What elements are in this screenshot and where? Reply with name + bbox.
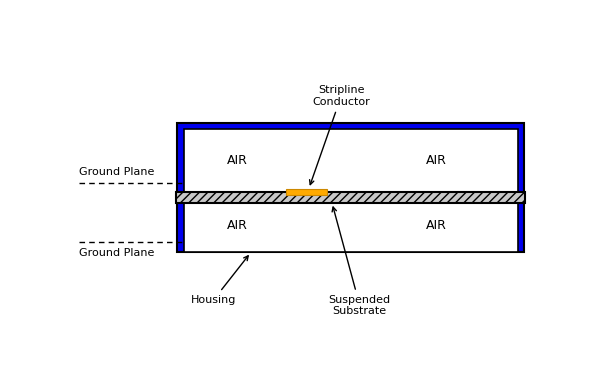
Text: Ground Plane: Ground Plane bbox=[80, 248, 155, 258]
Text: AIR: AIR bbox=[227, 219, 248, 232]
Text: AIR: AIR bbox=[426, 219, 447, 232]
Text: Ground Plane: Ground Plane bbox=[80, 167, 155, 177]
Text: AIR: AIR bbox=[227, 154, 248, 167]
Bar bbox=[286, 189, 327, 195]
Text: AIR: AIR bbox=[426, 154, 447, 167]
Bar bbox=[184, 129, 518, 192]
Text: Housing: Housing bbox=[191, 256, 248, 304]
Bar bbox=[184, 198, 518, 252]
Text: Stripline
Conductor: Stripline Conductor bbox=[310, 85, 370, 185]
Bar bbox=[176, 192, 525, 203]
Bar bbox=[177, 123, 524, 252]
Text: Suspended
Substrate: Suspended Substrate bbox=[329, 207, 391, 316]
